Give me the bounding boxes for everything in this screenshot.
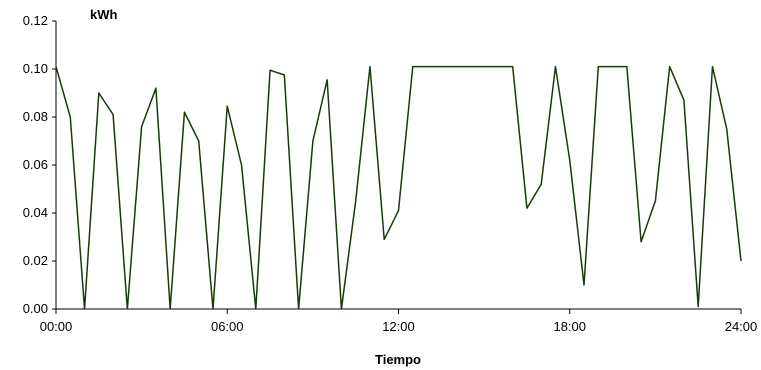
x-axis-title: Tiempo — [375, 352, 421, 367]
y-tick-label: 0.10 — [23, 61, 48, 76]
series-line — [55, 65, 742, 310]
y-axis-title: kWh — [90, 7, 118, 22]
x-axis: 00:00 06:00 12:00 18:00 24:00 — [40, 308, 758, 334]
x-tick-label: 24:00 — [725, 319, 758, 334]
x-tick-label: 00:00 — [40, 319, 73, 334]
x-tick-label: 06:00 — [211, 319, 244, 334]
x-tick-label: 12:00 — [382, 319, 415, 334]
series-group — [55, 65, 742, 310]
y-tick-label: 0.08 — [23, 109, 48, 124]
x-tick-label: 18:00 — [553, 319, 586, 334]
y-tick-label: 0.02 — [23, 253, 48, 268]
y-tick-label: 0.00 — [23, 301, 48, 316]
y-axis: 0.00 0.02 0.04 0.06 0.08 0.10 0.12 — [23, 13, 57, 316]
y-tick-label: 0.12 — [23, 13, 48, 28]
y-tick-label: 0.06 — [23, 157, 48, 172]
y-tick-label: 0.04 — [23, 205, 48, 220]
